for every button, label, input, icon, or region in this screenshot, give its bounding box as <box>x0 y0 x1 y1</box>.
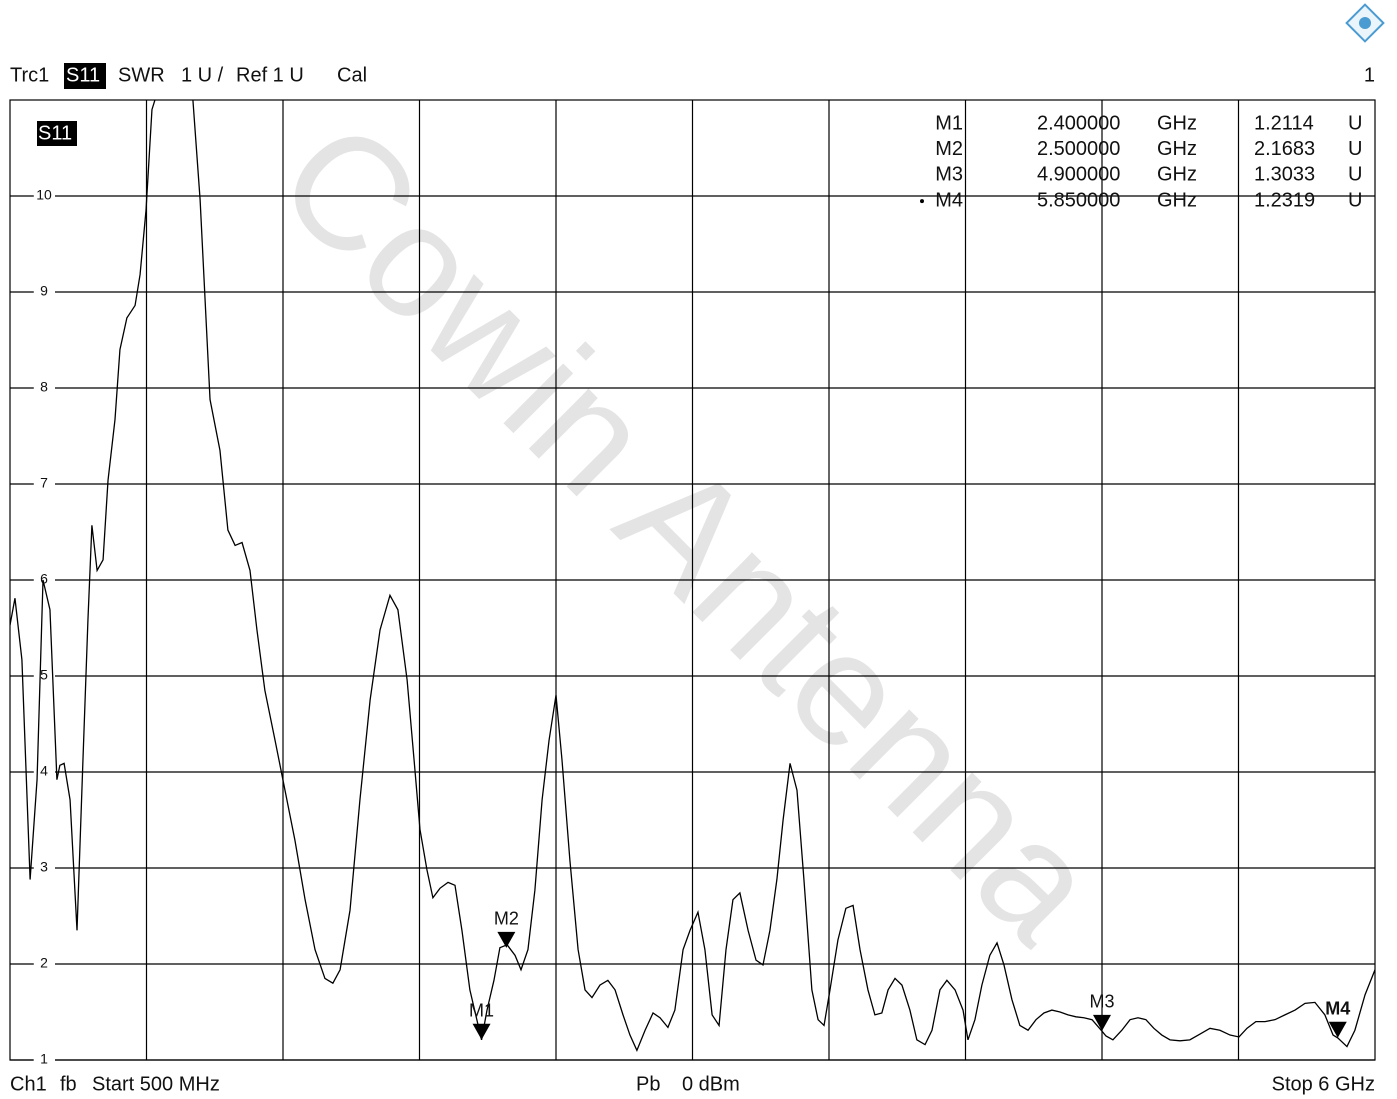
trace-label: Trc1 <box>10 64 49 86</box>
y-tick-bg <box>33 187 55 205</box>
param-box <box>64 63 106 89</box>
stop-label: Stop 6 GHz <box>1272 1073 1375 1095</box>
marker-label: M2 <box>494 909 519 929</box>
marker-table-value: 1.3033 <box>1254 164 1315 186</box>
trace-line <box>10 100 1375 1053</box>
y-tick-bg <box>33 859 55 877</box>
scale-label: 1 U / <box>181 64 224 86</box>
y-tick-label: 3 <box>40 859 48 875</box>
trace-tag-box <box>37 121 77 146</box>
marker-label: M4 <box>1325 998 1350 1018</box>
marker-table-freq-unit: GHz <box>1157 112 1197 134</box>
y-tick-label: 8 <box>40 379 48 395</box>
y-tick-bg <box>33 763 55 781</box>
marker-triangle <box>472 1023 491 1040</box>
marker-table-value-unit: U <box>1348 189 1362 211</box>
marker-table-name: M2 <box>935 138 963 160</box>
y-tick-label: 9 <box>40 283 48 299</box>
marker-table-value: 1.2114 <box>1254 112 1314 134</box>
marker-table-freq-unit: GHz <box>1157 189 1197 211</box>
marker-triangle <box>497 931 516 948</box>
marker-table-value-unit: U <box>1348 164 1362 186</box>
marker-table-value-unit: U <box>1348 112 1362 134</box>
y-tick-bg <box>33 571 55 589</box>
marker-table-value: 1.2319 <box>1254 189 1315 211</box>
marker-table-freq: 4.900000 <box>1037 164 1120 186</box>
y-tick-bg <box>33 955 55 973</box>
marker-table-freq-unit: GHz <box>1157 164 1197 186</box>
ref-label: Ref 1 U <box>236 64 304 86</box>
power-label: Pb <box>636 1073 660 1095</box>
marker-table-name: M1 <box>935 112 963 134</box>
cal-label: Cal <box>337 64 367 86</box>
trace-tag: S11 <box>38 122 72 144</box>
marker-table-freq-unit: GHz <box>1157 138 1197 160</box>
y-tick-label: 6 <box>40 571 48 587</box>
marker-table-value: 2.1683 <box>1254 138 1315 160</box>
logo <box>1345 3 1385 43</box>
marker-table-freq: 2.500000 <box>1037 138 1120 160</box>
y-tick-bg <box>33 283 55 301</box>
format-label: SWR <box>118 64 165 86</box>
marker-triangle <box>1093 1014 1111 1031</box>
y-tick-bg <box>33 379 55 397</box>
marker-table-freq: 2.400000 <box>1037 112 1120 134</box>
y-tick-label: 2 <box>40 955 48 971</box>
start-label: Start 500 MHz <box>92 1073 220 1095</box>
y-tick-label: 5 <box>40 667 48 683</box>
marker-table-freq: 5.850000 <box>1037 189 1120 211</box>
marker-triangle <box>1328 1021 1347 1038</box>
power-value: 0 dBm <box>682 1073 740 1095</box>
y-tick-label: 7 <box>40 475 48 491</box>
param-label: S11 <box>66 64 100 86</box>
mode-label: fb <box>60 1073 77 1095</box>
marker-label: M1 <box>469 1000 494 1020</box>
y-tick-label: 10 <box>36 187 52 203</box>
y-tick-label: 4 <box>40 763 48 779</box>
window-number: 1 <box>1364 64 1375 86</box>
y-tick-label: 1 <box>40 1051 48 1067</box>
marker-label: M3 <box>1089 992 1114 1012</box>
marker-table-value-unit: U <box>1348 138 1362 160</box>
marker-table-name: M3 <box>935 164 963 186</box>
active-marker-dot <box>920 199 924 204</box>
plot-area <box>10 100 1375 1053</box>
y-tick-bg <box>33 1051 55 1069</box>
marker-table-name: M4 <box>935 189 963 211</box>
y-tick-bg <box>33 475 55 493</box>
y-tick-bg <box>33 667 55 685</box>
channel-label: Ch1 <box>10 1073 47 1095</box>
